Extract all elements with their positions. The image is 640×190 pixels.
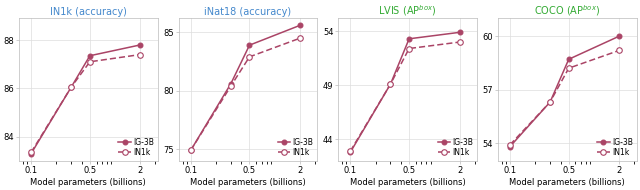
X-axis label: Model parameters (billions): Model parameters (billions)	[349, 177, 465, 187]
Line: IN1k: IN1k	[507, 48, 622, 148]
Line: IN1k: IN1k	[28, 52, 143, 155]
IN1k	[506, 144, 514, 146]
Legend: IG-3B, IN1k: IG-3B, IN1k	[276, 136, 315, 159]
IN1k	[456, 41, 463, 43]
Title: iNat18 (accuracy): iNat18 (accuracy)	[204, 7, 292, 17]
IN1k	[616, 49, 623, 51]
IN1k	[227, 85, 235, 87]
IG-3B	[346, 151, 354, 153]
IG-3B	[187, 149, 195, 151]
X-axis label: Model parameters (billions): Model parameters (billions)	[31, 177, 147, 187]
IG-3B	[456, 31, 463, 33]
Line: IN1k: IN1k	[348, 39, 463, 154]
X-axis label: Model parameters (billions): Model parameters (billions)	[509, 177, 625, 187]
IN1k	[246, 56, 253, 58]
X-axis label: Model parameters (billions): Model parameters (billions)	[190, 177, 306, 187]
IG-3B	[546, 101, 554, 103]
IN1k	[296, 37, 304, 39]
IG-3B	[565, 58, 573, 60]
IN1k	[565, 67, 573, 69]
IG-3B	[67, 86, 75, 88]
Line: IG-3B: IG-3B	[188, 23, 303, 153]
Legend: IG-3B, IN1k: IG-3B, IN1k	[117, 136, 156, 159]
IN1k	[387, 83, 394, 85]
Legend: IG-3B, IN1k: IG-3B, IN1k	[436, 136, 475, 159]
Line: IG-3B: IG-3B	[348, 30, 462, 155]
Line: IG-3B: IG-3B	[508, 34, 622, 149]
IG-3B	[137, 44, 145, 46]
Title: IN1k (accuracy): IN1k (accuracy)	[50, 7, 127, 17]
Title: LVIS (AP$^{box}$): LVIS (AP$^{box}$)	[378, 3, 437, 18]
IG-3B	[86, 55, 93, 57]
Line: IG-3B: IG-3B	[29, 42, 143, 156]
Legend: IG-3B, IN1k: IG-3B, IN1k	[596, 136, 634, 159]
IG-3B	[506, 146, 514, 148]
IG-3B	[246, 44, 253, 46]
IG-3B	[227, 83, 235, 85]
Title: COCO (AP$^{box}$): COCO (AP$^{box}$)	[534, 3, 600, 18]
IN1k	[137, 53, 145, 56]
IG-3B	[405, 38, 413, 40]
IG-3B	[28, 153, 35, 155]
IN1k	[405, 47, 413, 50]
IN1k	[86, 61, 93, 63]
IN1k	[187, 149, 195, 151]
IN1k	[546, 101, 554, 103]
IN1k	[28, 151, 35, 154]
Line: IN1k: IN1k	[188, 35, 303, 153]
IN1k	[346, 150, 354, 152]
IN1k	[67, 86, 75, 88]
IG-3B	[616, 35, 623, 37]
IG-3B	[387, 83, 394, 85]
IG-3B	[296, 24, 304, 26]
